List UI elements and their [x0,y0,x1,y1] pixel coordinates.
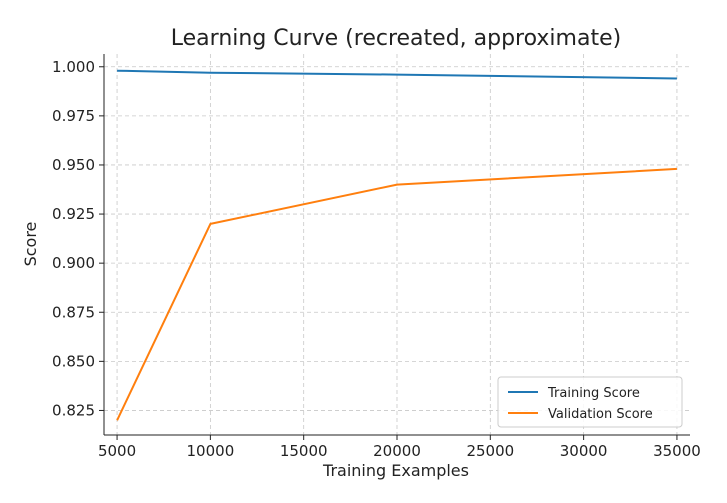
legend-label: Training Score [547,386,640,401]
y-tick-label: 0.975 [52,107,95,125]
y-tick-label: 0.875 [52,303,95,321]
x-tick-label: 15000 [280,442,328,460]
y-tick-label: 0.850 [52,352,95,370]
x-tick-label: 10000 [187,442,235,460]
x-axis-label: Training Examples [322,461,469,480]
x-tick-label: 30000 [560,442,608,460]
y-axis-label: Score [21,222,40,267]
series-line-validation [116,167,677,421]
x-tick-label: 25000 [466,442,514,460]
x-tick-label: 35000 [653,442,701,460]
legend-label: Validation Score [548,407,653,422]
x-tick-label: 5000 [98,442,136,460]
x-tick-label: 20000 [373,442,421,460]
chart-title: Learning Curve (recreated, approximate) [171,26,621,51]
y-tick-label: 0.900 [52,254,95,272]
data-series [116,69,677,421]
y-tick-label: 0.825 [52,401,95,419]
grid-lines [104,54,690,435]
series-line-training [117,69,677,80]
y-tick-label: 0.925 [52,205,95,223]
y-tick-label: 0.950 [52,156,95,174]
legend-box [497,376,683,428]
y-tick-label: 1.000 [52,58,95,76]
tick-labels: 5000 10000 15000 20000 25000 30000 35000 0.825 0… [52,58,701,460]
legend: Training Score Validation Score [497,376,683,428]
